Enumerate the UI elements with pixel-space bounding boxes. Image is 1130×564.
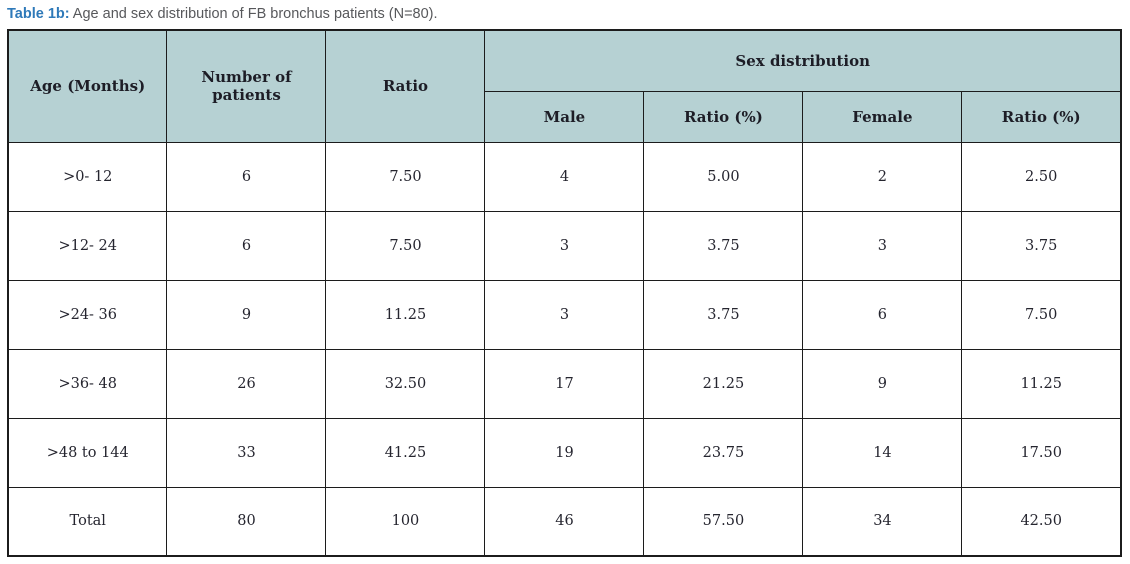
cell-ratio: 11.25 xyxy=(325,279,486,350)
cell-female-ratio: 42.50 xyxy=(961,486,1122,557)
col-header-sex-distribution: Sex distribution xyxy=(484,29,1122,92)
table-caption-label: Table 1b: xyxy=(7,6,70,22)
cell-female-ratio: 7.50 xyxy=(961,279,1122,350)
cell-male-ratio: 21.25 xyxy=(643,348,804,419)
table-row: >12- 24 6 7.50 3 3.75 3 3.75 xyxy=(7,210,1122,281)
cell-female-ratio: 2.50 xyxy=(961,141,1122,212)
cell-ratio: 7.50 xyxy=(325,141,486,212)
cell-age: >48 to 144 xyxy=(7,417,168,488)
cell-age: Total xyxy=(7,486,168,557)
cell-patients: 6 xyxy=(166,141,327,212)
cell-male-ratio: 3.75 xyxy=(643,210,804,281)
table-row: >48 to 144 33 41.25 19 23.75 14 17.50 xyxy=(7,417,1122,488)
cell-patients: 6 xyxy=(166,210,327,281)
col-header-age: Age (Months) xyxy=(7,29,168,143)
cell-male: 4 xyxy=(484,141,645,212)
cell-male-ratio: 57.50 xyxy=(643,486,804,557)
table-body: >0- 12 6 7.50 4 5.00 2 2.50 >12- 24 6 7.… xyxy=(7,141,1122,557)
table-row: >24- 36 9 11.25 3 3.75 6 7.50 xyxy=(7,279,1122,350)
cell-ratio: 100 xyxy=(325,486,486,557)
cell-female-ratio: 17.50 xyxy=(961,417,1122,488)
table-row: >0- 12 6 7.50 4 5.00 2 2.50 xyxy=(7,141,1122,212)
cell-female: 3 xyxy=(802,210,963,281)
cell-male-ratio: 23.75 xyxy=(643,417,804,488)
table-caption-text: Age and sex distribution of FB bronchus … xyxy=(69,6,438,22)
header-row-top: Age (Months) Number of patients Ratio Se… xyxy=(7,29,1122,143)
cell-female-ratio: 3.75 xyxy=(961,210,1122,281)
col-header-male-ratio: Ratio (%) xyxy=(643,90,804,143)
cell-patients: 33 xyxy=(166,417,327,488)
col-header-female-ratio: Ratio (%) xyxy=(961,90,1122,143)
col-header-female: Female xyxy=(802,90,963,143)
cell-male-ratio: 5.00 xyxy=(643,141,804,212)
cell-patients: 26 xyxy=(166,348,327,419)
cell-female: 2 xyxy=(802,141,963,212)
col-header-ratio: Ratio xyxy=(325,29,486,143)
header-row-sub: Male Ratio (%) Female Ratio (%) xyxy=(8,90,1122,143)
cell-patients: 80 xyxy=(166,486,327,557)
col-header-male: Male xyxy=(484,90,645,143)
cell-female: 14 xyxy=(802,417,963,488)
table-header: Age (Months) Number of patients Ratio Se… xyxy=(7,29,1122,143)
cell-male: 17 xyxy=(484,348,645,419)
cell-female: 34 xyxy=(802,486,963,557)
cell-male-ratio: 3.75 xyxy=(643,279,804,350)
cell-male: 46 xyxy=(484,486,645,557)
age-sex-distribution-table: Age (Months) Number of patients Ratio Se… xyxy=(7,29,1122,557)
cell-patients: 9 xyxy=(166,279,327,350)
cell-ratio: 32.50 xyxy=(325,348,486,419)
table-row: >36- 48 26 32.50 17 21.25 9 11.25 xyxy=(7,348,1122,419)
cell-male: 19 xyxy=(484,417,645,488)
cell-male: 3 xyxy=(484,279,645,350)
cell-age: >12- 24 xyxy=(7,210,168,281)
cell-age: >36- 48 xyxy=(7,348,168,419)
cell-female-ratio: 11.25 xyxy=(961,348,1122,419)
table-caption: Table 1b: Age and sex distribution of FB… xyxy=(0,0,1130,29)
table-row-total: Total 80 100 46 57.50 34 42.50 xyxy=(7,486,1122,557)
cell-age: >24- 36 xyxy=(7,279,168,350)
cell-ratio: 41.25 xyxy=(325,417,486,488)
cell-female: 6 xyxy=(802,279,963,350)
cell-female: 9 xyxy=(802,348,963,419)
cell-male: 3 xyxy=(484,210,645,281)
col-header-patients: Number of patients xyxy=(166,29,327,143)
cell-age: >0- 12 xyxy=(7,141,168,212)
cell-ratio: 7.50 xyxy=(325,210,486,281)
